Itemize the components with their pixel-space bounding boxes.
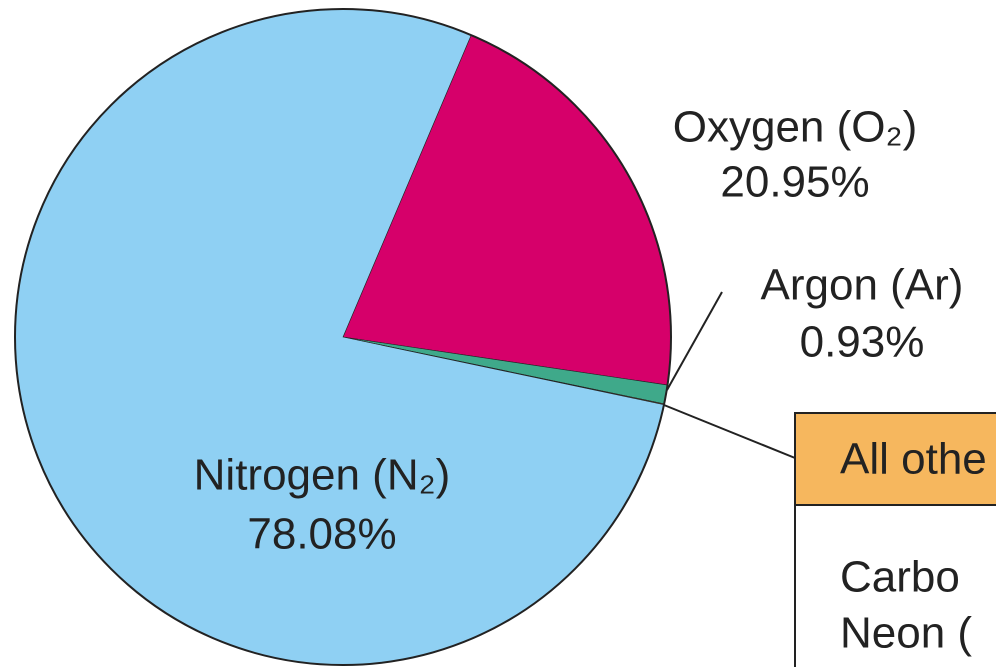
pie-outline xyxy=(14,8,672,666)
pie xyxy=(14,8,672,666)
others-box-line: Carbo xyxy=(840,553,960,602)
value-label: 78.08% xyxy=(247,510,396,559)
leader-line xyxy=(663,404,801,461)
leader-line xyxy=(666,291,723,391)
value-label: 0.93% xyxy=(800,318,925,367)
slice-label: Argon (Ar) xyxy=(761,261,964,310)
others-box-body xyxy=(794,504,996,667)
others-box-line: Neon ( xyxy=(840,609,972,658)
value-label: 20.95% xyxy=(720,158,869,207)
others-box-title: All othe xyxy=(840,435,987,484)
slice-label: Oxygen (O₂) xyxy=(673,103,917,152)
slice-label: Nitrogen (N₂) xyxy=(194,451,451,500)
